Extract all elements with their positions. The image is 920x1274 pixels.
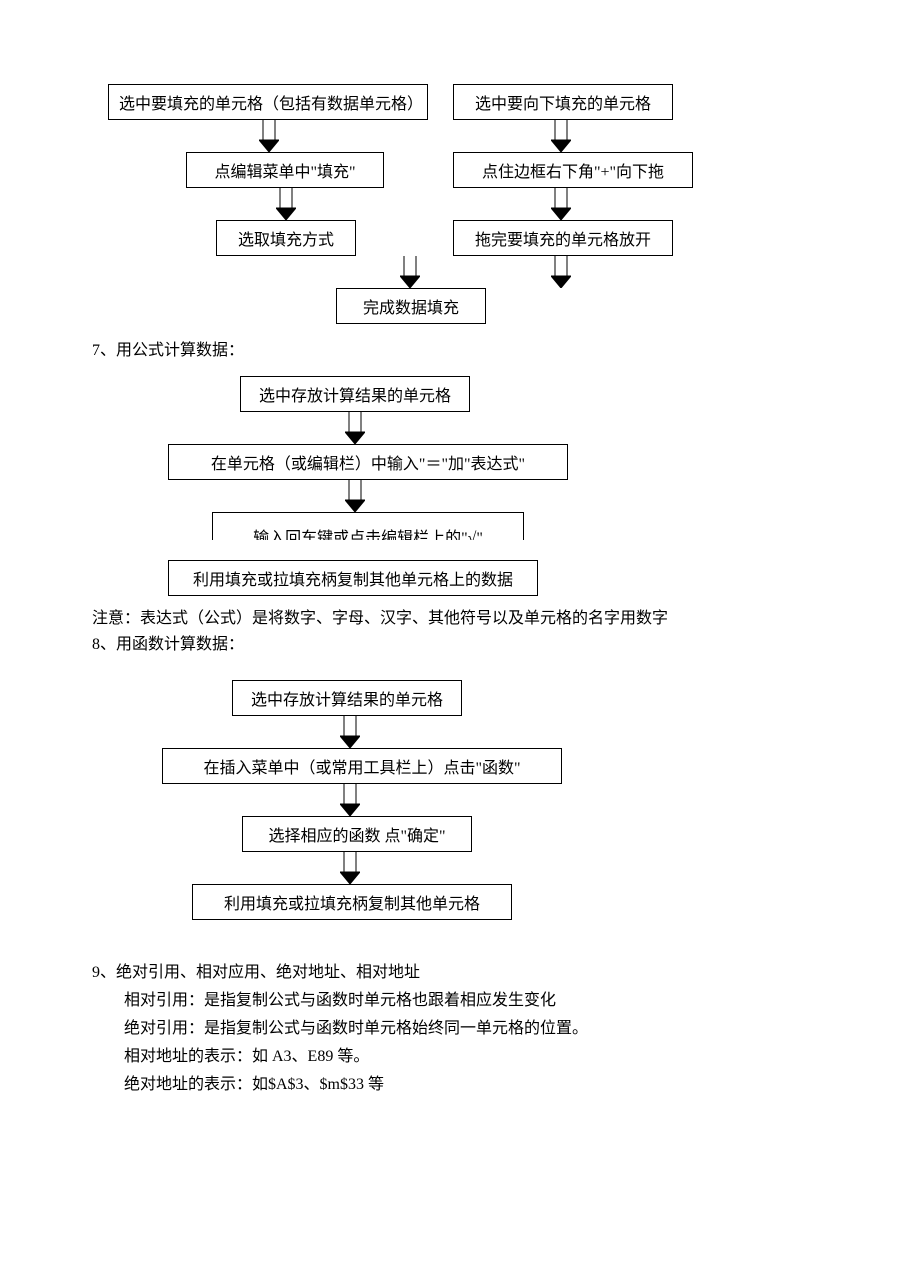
- down-arrow-icon: [551, 256, 571, 288]
- fc2-node-n1: 选中存放计算结果的单元格: [240, 376, 470, 412]
- page: 选中要填充的单元格（包括有数据单元格） 点编辑菜单中"填充" 选取填充方式 选中…: [0, 0, 920, 1274]
- fc1-node-b3: 拖完要填充的单元格放开: [453, 220, 673, 256]
- fc1-label-a2: 点编辑菜单中"填充": [214, 158, 355, 182]
- body9-line2: 绝对引用：是指复制公式与函数时单元格始终同一单元格的位置。: [124, 1016, 588, 1042]
- fc2-label-n4: 利用填充或拉填充柄复制其他单元格上的数据: [193, 566, 513, 590]
- fc3-node-m1: 选中存放计算结果的单元格: [232, 680, 462, 716]
- body9-line1: 相对引用：是指复制公式与函数时单元格也跟着相应发生变化: [124, 988, 556, 1014]
- down-arrow-icon: [276, 188, 296, 220]
- fc1-label-c: 完成数据填充: [363, 294, 459, 318]
- fc3-label-m2: 在插入菜单中（或常用工具栏上）点击"函数": [203, 754, 520, 778]
- fc1-node-c: 完成数据填充: [336, 288, 486, 324]
- fc1-label-b3: 拖完要填充的单元格放开: [475, 226, 651, 250]
- down-arrow-icon: [551, 188, 571, 220]
- fc2-label-n1: 选中存放计算结果的单元格: [259, 382, 451, 406]
- fc3-node-m2: 在插入菜单中（或常用工具栏上）点击"函数": [162, 748, 562, 784]
- fc3-label-m3: 选择相应的函数 点"确定": [268, 822, 445, 846]
- fc1-label-a3: 选取填充方式: [238, 226, 334, 250]
- fc3-node-m4: 利用填充或拉填充柄复制其他单元格: [192, 884, 512, 920]
- fc1-node-b2: 点住边框右下角"+"向下拖: [453, 152, 693, 188]
- fc1-node-a2: 点编辑菜单中"填充": [186, 152, 384, 188]
- down-arrow-icon: [345, 480, 365, 512]
- note-7: 注意：表达式（公式）是将数字、字母、汉字、其他符号以及单元格的名字用数字: [92, 606, 668, 632]
- down-arrow-icon: [259, 120, 279, 152]
- fc1-node-b1: 选中要向下填充的单元格: [453, 84, 673, 120]
- fc1-label-b1: 选中要向下填充的单元格: [475, 90, 651, 114]
- fc2-node-n3: 输入回车键或点击编辑栏上的"√": [212, 512, 524, 540]
- body9-line4: 绝对地址的表示：如$A$3、$m$33 等: [124, 1072, 384, 1098]
- down-arrow-icon: [340, 852, 360, 884]
- down-arrow-icon: [340, 716, 360, 748]
- fc2-node-n2: 在单元格（或编辑栏）中输入"＝"加"表达式": [168, 444, 568, 480]
- down-arrow-icon: [345, 412, 365, 444]
- heading-7: 7、用公式计算数据：: [92, 338, 244, 364]
- down-arrow-icon: [551, 120, 571, 152]
- fc1-label-b2: 点住边框右下角"+"向下拖: [482, 158, 664, 182]
- heading-9: 9、绝对引用、相对应用、绝对地址、相对地址: [92, 960, 420, 986]
- fc2-node-n4: 利用填充或拉填充柄复制其他单元格上的数据: [168, 560, 538, 596]
- heading-8: 8、用函数计算数据：: [92, 632, 244, 658]
- fc3-label-m4: 利用填充或拉填充柄复制其他单元格: [224, 890, 480, 914]
- fc1-node-a1: 选中要填充的单元格（包括有数据单元格）: [108, 84, 428, 120]
- fc1-label-a1: 选中要填充的单元格（包括有数据单元格）: [119, 90, 417, 114]
- fc2-label-n3: 输入回车键或点击编辑栏上的"√": [253, 524, 483, 540]
- down-arrow-icon: [340, 784, 360, 816]
- body9-line3: 相对地址的表示：如 A3、E89 等。: [124, 1044, 369, 1070]
- fc3-label-m1: 选中存放计算结果的单元格: [251, 686, 443, 710]
- fc3-node-m3: 选择相应的函数 点"确定": [242, 816, 472, 852]
- fc1-node-a3: 选取填充方式: [216, 220, 356, 256]
- fc2-label-n2: 在单元格（或编辑栏）中输入"＝"加"表达式": [211, 450, 525, 474]
- down-arrow-icon: [400, 256, 420, 288]
